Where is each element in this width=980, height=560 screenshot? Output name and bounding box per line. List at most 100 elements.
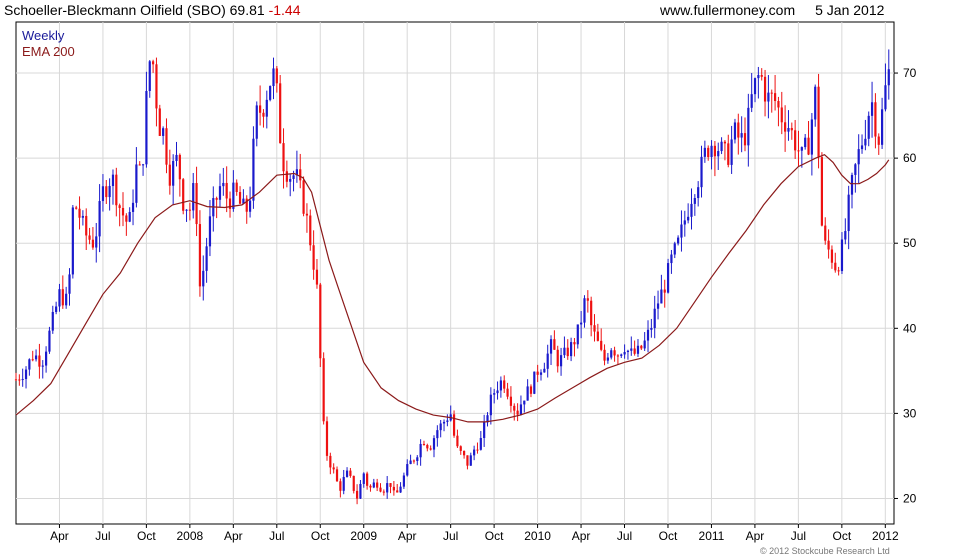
candle-up [98, 201, 101, 237]
candle-down [820, 157, 824, 226]
candle-up [432, 438, 436, 450]
candle-down [780, 107, 783, 123]
candle-down [352, 475, 355, 491]
candle-down [319, 284, 322, 359]
candle-up [610, 350, 613, 358]
candle-up [800, 147, 803, 151]
candle-up [95, 236, 98, 248]
candle-down [275, 68, 278, 84]
candle-down [777, 101, 780, 108]
candle-up [359, 483, 362, 499]
candle-down [115, 174, 118, 206]
x-tick-label: 2010 [524, 529, 551, 543]
candle-up [386, 483, 389, 493]
candle-down [355, 490, 359, 499]
candle-up [252, 138, 255, 201]
candle-up [446, 420, 449, 422]
candle-down [824, 225, 827, 241]
candle-up [697, 187, 700, 199]
candle-up [135, 164, 138, 203]
candle-down [138, 164, 141, 166]
candle-down [262, 112, 265, 117]
candle-up [526, 386, 529, 401]
x-tick-label: Jul [791, 529, 806, 543]
candle-up [660, 289, 663, 304]
ticker-price: 69.81 [229, 2, 265, 18]
candle-down [462, 450, 466, 456]
candle-up [804, 137, 807, 148]
candle-down [91, 239, 95, 248]
legend-period: Weekly [22, 28, 65, 43]
candle-down [760, 74, 763, 77]
chart-source: www.fullermoney.com 5 Jan 2012 [660, 0, 884, 20]
candle-up [857, 149, 860, 165]
candle-up [767, 92, 770, 102]
candle-down [784, 122, 787, 132]
x-tick-label: Apr [398, 529, 417, 543]
candle-up [620, 354, 623, 356]
candle-up [265, 99, 268, 117]
candle-up [489, 394, 492, 416]
candle-down [332, 467, 335, 470]
candle-up [442, 421, 446, 424]
candle-up [753, 78, 757, 95]
candle-up [436, 430, 439, 439]
candle-down [14, 379, 18, 381]
candle-up [493, 393, 496, 395]
candle-up [41, 365, 44, 367]
x-tick-label: Jul [443, 529, 458, 543]
candle-down [506, 388, 509, 397]
candle-up [131, 202, 135, 212]
candle-up [218, 186, 222, 200]
candle-down [329, 455, 332, 468]
candle-up [539, 372, 543, 375]
candle-up [21, 379, 24, 381]
candle-up [854, 164, 857, 175]
candle-up [650, 327, 653, 330]
candle-up [636, 345, 640, 354]
candle-down [18, 379, 21, 381]
candle-up [248, 200, 252, 212]
candle-up [580, 322, 583, 325]
candle-up [687, 216, 690, 221]
candle-up [255, 105, 258, 139]
y-tick-label: 30 [903, 406, 917, 420]
candle-down [573, 342, 576, 345]
candle-up [71, 207, 74, 275]
candle-up [847, 194, 850, 232]
candle-up [34, 355, 38, 360]
candle-up [730, 139, 733, 165]
x-tick-label: Oct [311, 529, 330, 543]
candle-up [24, 369, 28, 380]
candle-up [208, 216, 212, 247]
candle-down [325, 421, 329, 456]
candle-down [713, 145, 716, 157]
candle-up [362, 473, 365, 484]
candle-up [656, 303, 660, 309]
candle-down [456, 435, 459, 447]
x-tick-label: Jul [95, 529, 110, 543]
candle-up [693, 198, 696, 204]
candle-up [483, 422, 486, 439]
candle-up [439, 423, 442, 431]
candle-down [426, 444, 429, 449]
candle-down [285, 171, 288, 182]
candle-up [185, 209, 188, 211]
candle-down [312, 245, 315, 270]
candle-down [152, 61, 155, 65]
candle-up [750, 94, 753, 108]
candle-down [158, 108, 161, 136]
candle-up [68, 274, 71, 294]
candle-up [677, 237, 680, 244]
candle-down [633, 348, 636, 354]
candle-down [118, 205, 121, 208]
candle-up [289, 178, 292, 182]
candle-up [850, 174, 854, 195]
x-tick-label: 2009 [350, 529, 377, 543]
candle-up [51, 311, 54, 331]
x-tick-label: 2008 [177, 529, 204, 543]
x-tick-label: Jul [269, 529, 284, 543]
candle-up [81, 215, 84, 218]
candle-down [616, 355, 620, 357]
candle-down [613, 350, 616, 356]
